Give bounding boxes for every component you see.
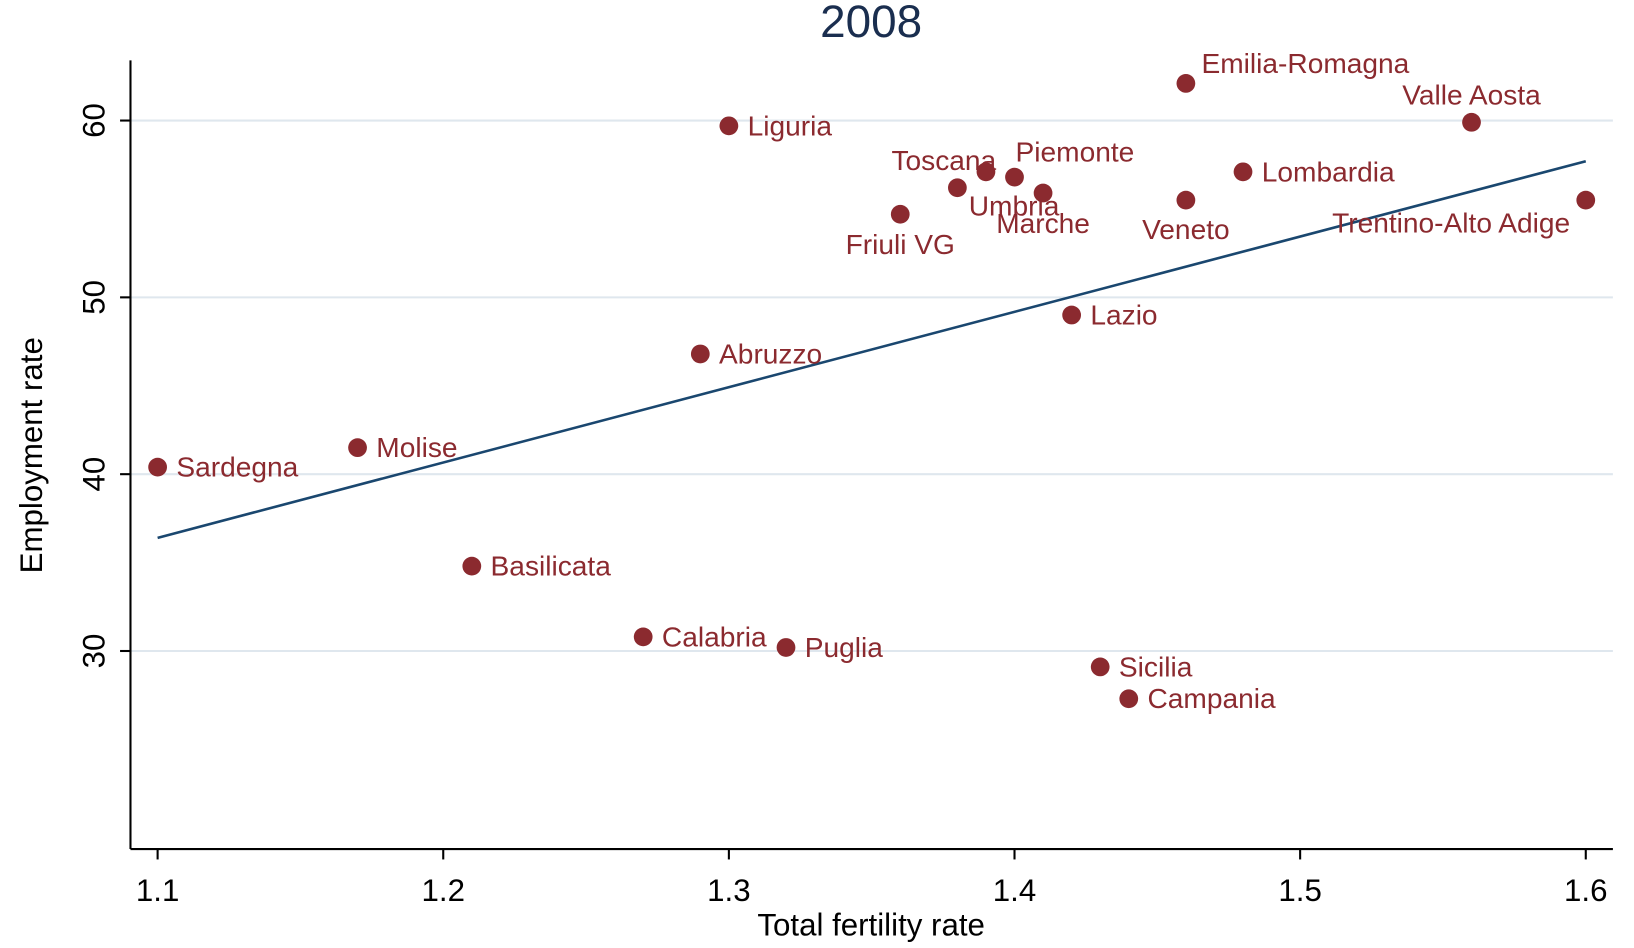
- point-label: Lombardia: [1262, 156, 1395, 187]
- point-label: Friuli VG: [846, 229, 955, 260]
- scatter-point: [948, 178, 967, 198]
- y-tick-label: 60: [76, 103, 111, 138]
- scatter-point: [976, 162, 996, 182]
- scatter-point: [1062, 305, 1082, 325]
- x-tick-label: 1.6: [1564, 873, 1607, 908]
- scatter-point: [633, 627, 653, 647]
- y-tick-label: 40: [76, 457, 111, 492]
- point-label: Piemonte: [1016, 137, 1135, 168]
- point-label: Sardegna: [176, 452, 298, 483]
- scatter-point: [890, 204, 910, 224]
- point-label: Lazio: [1090, 300, 1157, 331]
- x-tick-label: 1.5: [1278, 873, 1321, 908]
- scatter-point: [1090, 657, 1110, 677]
- y-tick-label: 50: [76, 280, 111, 315]
- scatter-point: [690, 344, 710, 364]
- point-label: Marche: [996, 208, 1090, 239]
- scatter-point: [776, 638, 796, 657]
- x-tick-label: 1.3: [707, 873, 750, 908]
- point-label: Emilia-Romagna: [1202, 48, 1410, 79]
- y-tick-label: 30: [76, 634, 111, 669]
- scatter-point: [1233, 162, 1253, 182]
- scatter-point: [1005, 167, 1024, 187]
- point-label: Sicilia: [1119, 651, 1193, 682]
- scatter-point: [1576, 190, 1596, 210]
- scatter-point: [1033, 183, 1053, 203]
- point-label: Campania: [1148, 683, 1276, 714]
- chart-title: 2008: [820, 0, 922, 47]
- scatter-point: [1176, 74, 1196, 93]
- scatter-point: [462, 556, 482, 576]
- point-label: Abruzzo: [719, 338, 822, 369]
- point-label: Puglia: [805, 632, 884, 663]
- point-label: Calabria: [662, 621, 767, 652]
- x-tick-label: 1.2: [422, 873, 465, 908]
- point-label: Molise: [376, 432, 457, 463]
- scatter-point: [719, 116, 739, 136]
- scatter-point: [348, 438, 367, 458]
- y-axis-label: Employment rate: [14, 337, 49, 573]
- scatter-point: [148, 457, 167, 477]
- point-label: Trentino-Alto Adige: [1332, 208, 1570, 239]
- scatter-point: [1462, 112, 1481, 132]
- x-tick-label: 1.1: [136, 873, 179, 908]
- x-tick-label: 1.4: [993, 873, 1036, 908]
- scatter-point: [1176, 190, 1196, 210]
- point-label: Basilicata: [491, 551, 612, 582]
- point-label: Veneto: [1142, 214, 1230, 245]
- scatter-point: [1119, 689, 1139, 709]
- fit-line: [157, 159, 1587, 540]
- point-label: Liguria: [748, 110, 833, 141]
- x-axis-label: Total fertility rate: [757, 907, 985, 942]
- point-label: Valle Aosta: [1402, 80, 1541, 111]
